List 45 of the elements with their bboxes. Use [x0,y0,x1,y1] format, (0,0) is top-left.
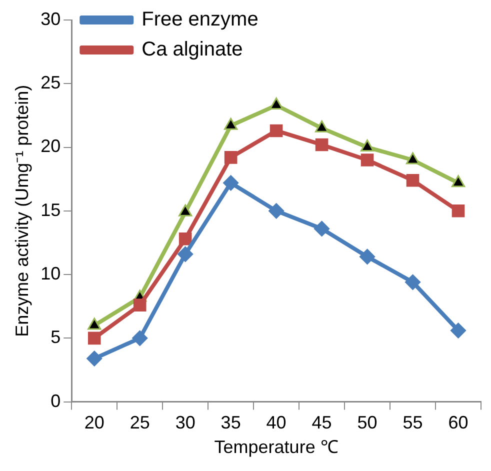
x-axis-title: Temperature ℃ [214,437,338,458]
point [178,246,194,262]
point [360,248,376,264]
point [270,98,284,110]
point [314,220,330,236]
point [133,298,146,312]
point [314,120,329,132]
x-tick-label: 30 [175,412,196,433]
y-tick-label: 15 [40,200,61,220]
point [178,232,192,246]
point [86,350,102,366]
x-tick-label: 50 [357,412,378,433]
x-tick-label: 20 [84,412,104,433]
point [406,152,420,164]
point [406,174,420,187]
y-axis-title: Enzyme activity (Umg⁻¹ protein) [12,84,32,337]
point [178,204,192,216]
point [88,332,101,345]
y-tick-label: 20 [40,136,61,156]
point [268,203,284,219]
x-tick-label: 60 [448,412,468,433]
y-tick-label: 10 [40,264,61,284]
x-tick-label: 25 [130,412,150,433]
x-tick-label: 45 [312,412,332,433]
y-tick-label: 0 [50,390,61,411]
point [270,124,283,138]
point [405,274,421,290]
y-tick-label: 25 [40,72,61,93]
legend-label: Free enzyme [142,8,258,31]
x-tick-label: 40 [266,412,286,433]
legend-label: Ca alginate [142,38,243,61]
x-tick-label: 55 [402,412,423,433]
point [132,330,148,346]
point [360,140,374,152]
point [223,175,239,191]
point [315,138,328,152]
point [360,154,374,166]
y-tick-label: 5 [50,327,61,348]
point [451,175,466,188]
point [224,118,238,130]
point [224,151,238,164]
x-tick-label: 35 [220,412,241,433]
point [450,322,466,338]
y-tick-label: 30 [40,8,61,29]
point [452,204,465,218]
